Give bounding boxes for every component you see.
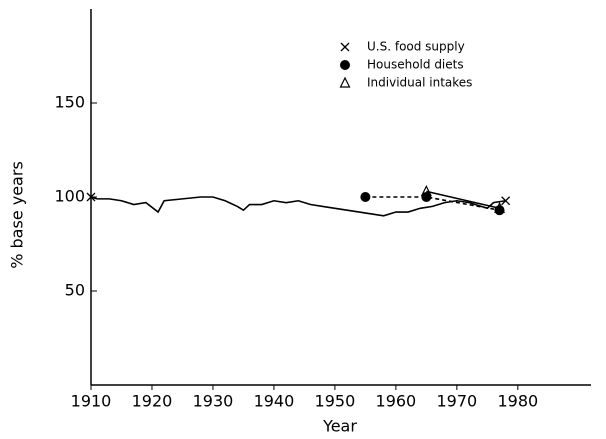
y-axis-label: % base years [8,161,27,269]
x-tick-label: 1910 [71,392,112,411]
data-point [420,185,432,196]
y-tick-label: 50 [65,281,85,300]
legend-symbol [339,76,351,88]
y-tick-label: 100 [54,187,85,206]
series-line [426,190,500,210]
legend-label: U.S. food supply [367,40,465,54]
x-tick-label: 1920 [132,392,173,411]
legend-label: Individual intakes [367,76,472,90]
x-tick-label: 1940 [254,392,295,411]
data-point [360,192,371,202]
legend-symbol [340,60,350,70]
data-point [86,192,96,202]
series-line [90,196,506,217]
x-tick-label: 1980 [497,392,538,411]
x-tick-label: 1930 [193,392,234,411]
x-tick-label: 1950 [315,392,356,411]
legend-label: Household diets [367,58,464,72]
x-tick-label: 1960 [376,392,417,411]
data-point [501,196,511,206]
data-point [421,192,432,202]
legend-symbol [340,42,350,52]
x-axis-label: Year [322,417,357,436]
x-tick-label: 1970 [436,392,477,411]
data-point [494,201,506,213]
y-tick-label: 150 [54,93,85,112]
